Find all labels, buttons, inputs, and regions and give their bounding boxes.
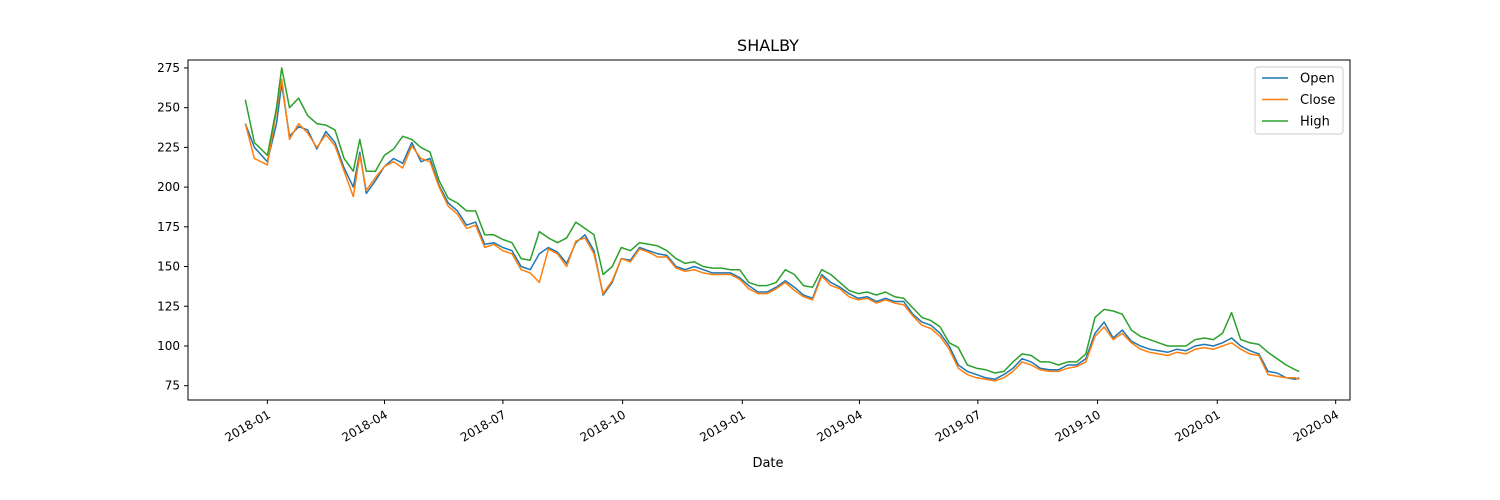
- legend: Open Close High: [1254, 66, 1344, 135]
- x-tick-label: 2018-07: [458, 407, 508, 444]
- plot-area: [244, 67, 1300, 382]
- chart-title: SHALBY: [737, 36, 799, 55]
- y-tick-label: 200: [157, 180, 180, 194]
- y-tick-label: 275: [157, 61, 180, 75]
- legend-label-close: Close: [1300, 93, 1335, 108]
- x-axis-label: Date: [752, 456, 783, 471]
- y-tick-label: 125: [157, 299, 180, 313]
- legend-label-open: Open: [1300, 72, 1335, 87]
- x-tick-label: 2020-04: [1291, 407, 1341, 444]
- x-axis: 2018-01 2018-04 2018-07 2018-10 2019-01 2019-…: [222, 400, 1341, 445]
- y-tick-label: 175: [157, 220, 180, 234]
- y-tick-label: 250: [157, 101, 180, 115]
- x-tick-label: 2018-04: [340, 407, 390, 444]
- series-line-open: [244, 83, 1300, 381]
- x-tick-label: 2019-01: [697, 407, 747, 444]
- legend-box: [1254, 66, 1344, 135]
- series-line-close: [244, 78, 1300, 382]
- y-tick-label: 150: [157, 260, 180, 274]
- x-tick-label: 2019-07: [933, 407, 983, 444]
- x-tick-label: 2020-01: [1172, 407, 1222, 444]
- y-axis: 75 100 125 150 175 200 225 250 275: [157, 61, 188, 393]
- x-tick-label: 2019-04: [815, 407, 865, 444]
- x-tick-label: 2019-10: [1053, 407, 1103, 444]
- y-tick-label: 225: [157, 140, 180, 154]
- series-line-high: [244, 67, 1300, 374]
- x-tick-label: 2018-01: [222, 407, 272, 444]
- axes-frame: [187, 59, 1351, 401]
- y-tick-label: 100: [157, 339, 180, 353]
- legend-label-high: High: [1300, 115, 1330, 130]
- y-tick-label: 75: [165, 379, 180, 393]
- x-tick-label: 2018-10: [578, 407, 628, 444]
